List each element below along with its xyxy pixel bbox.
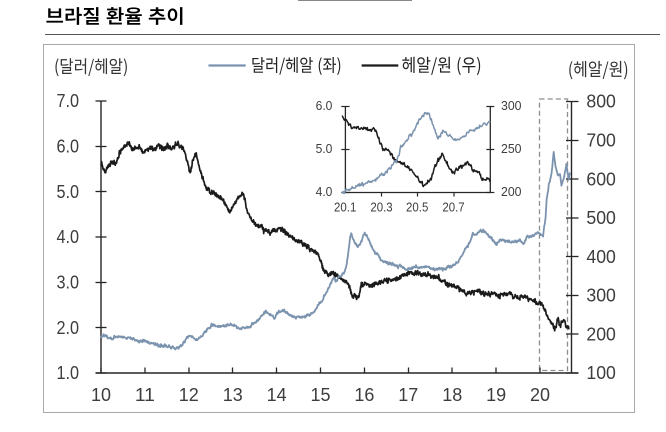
svg-text:200: 200 (501, 184, 522, 199)
svg-text:5.0: 5.0 (57, 181, 80, 202)
svg-text:600: 600 (586, 168, 616, 189)
svg-text:700: 700 (586, 129, 616, 150)
svg-text:1.0: 1.0 (57, 362, 80, 383)
svg-text:5.0: 5.0 (316, 141, 333, 156)
svg-text:20.3: 20.3 (370, 200, 392, 215)
svg-text:100: 100 (586, 362, 616, 383)
svg-text:500: 500 (586, 207, 616, 228)
svg-text:20.5: 20.5 (406, 200, 428, 215)
svg-text:7.0: 7.0 (57, 90, 80, 111)
svg-text:10: 10 (91, 384, 111, 405)
svg-text:14: 14 (267, 384, 287, 405)
svg-text:800: 800 (586, 91, 616, 112)
svg-text:13: 13 (223, 384, 243, 405)
svg-text:200: 200 (586, 323, 616, 344)
svg-text:15: 15 (311, 384, 331, 405)
svg-text:2.0: 2.0 (57, 317, 80, 338)
svg-text:20: 20 (530, 384, 550, 405)
svg-text:16: 16 (354, 384, 374, 405)
svg-text:17: 17 (398, 384, 418, 405)
svg-text:400: 400 (586, 246, 616, 267)
svg-text:4.0: 4.0 (57, 226, 80, 247)
svg-text:6.0: 6.0 (316, 98, 333, 113)
svg-text:12: 12 (179, 384, 199, 405)
svg-text:300: 300 (586, 285, 616, 306)
svg-text:18: 18 (442, 384, 462, 405)
svg-text:4.0: 4.0 (316, 184, 333, 199)
svg-text:19: 19 (486, 384, 506, 405)
svg-text:6.0: 6.0 (57, 136, 80, 157)
svg-text:11: 11 (135, 384, 155, 405)
svg-text:20.1: 20.1 (334, 200, 356, 215)
svg-text:300: 300 (501, 98, 522, 113)
svg-text:250: 250 (501, 141, 522, 156)
svg-text:3.0: 3.0 (57, 272, 80, 293)
svg-text:20.7: 20.7 (442, 200, 464, 215)
